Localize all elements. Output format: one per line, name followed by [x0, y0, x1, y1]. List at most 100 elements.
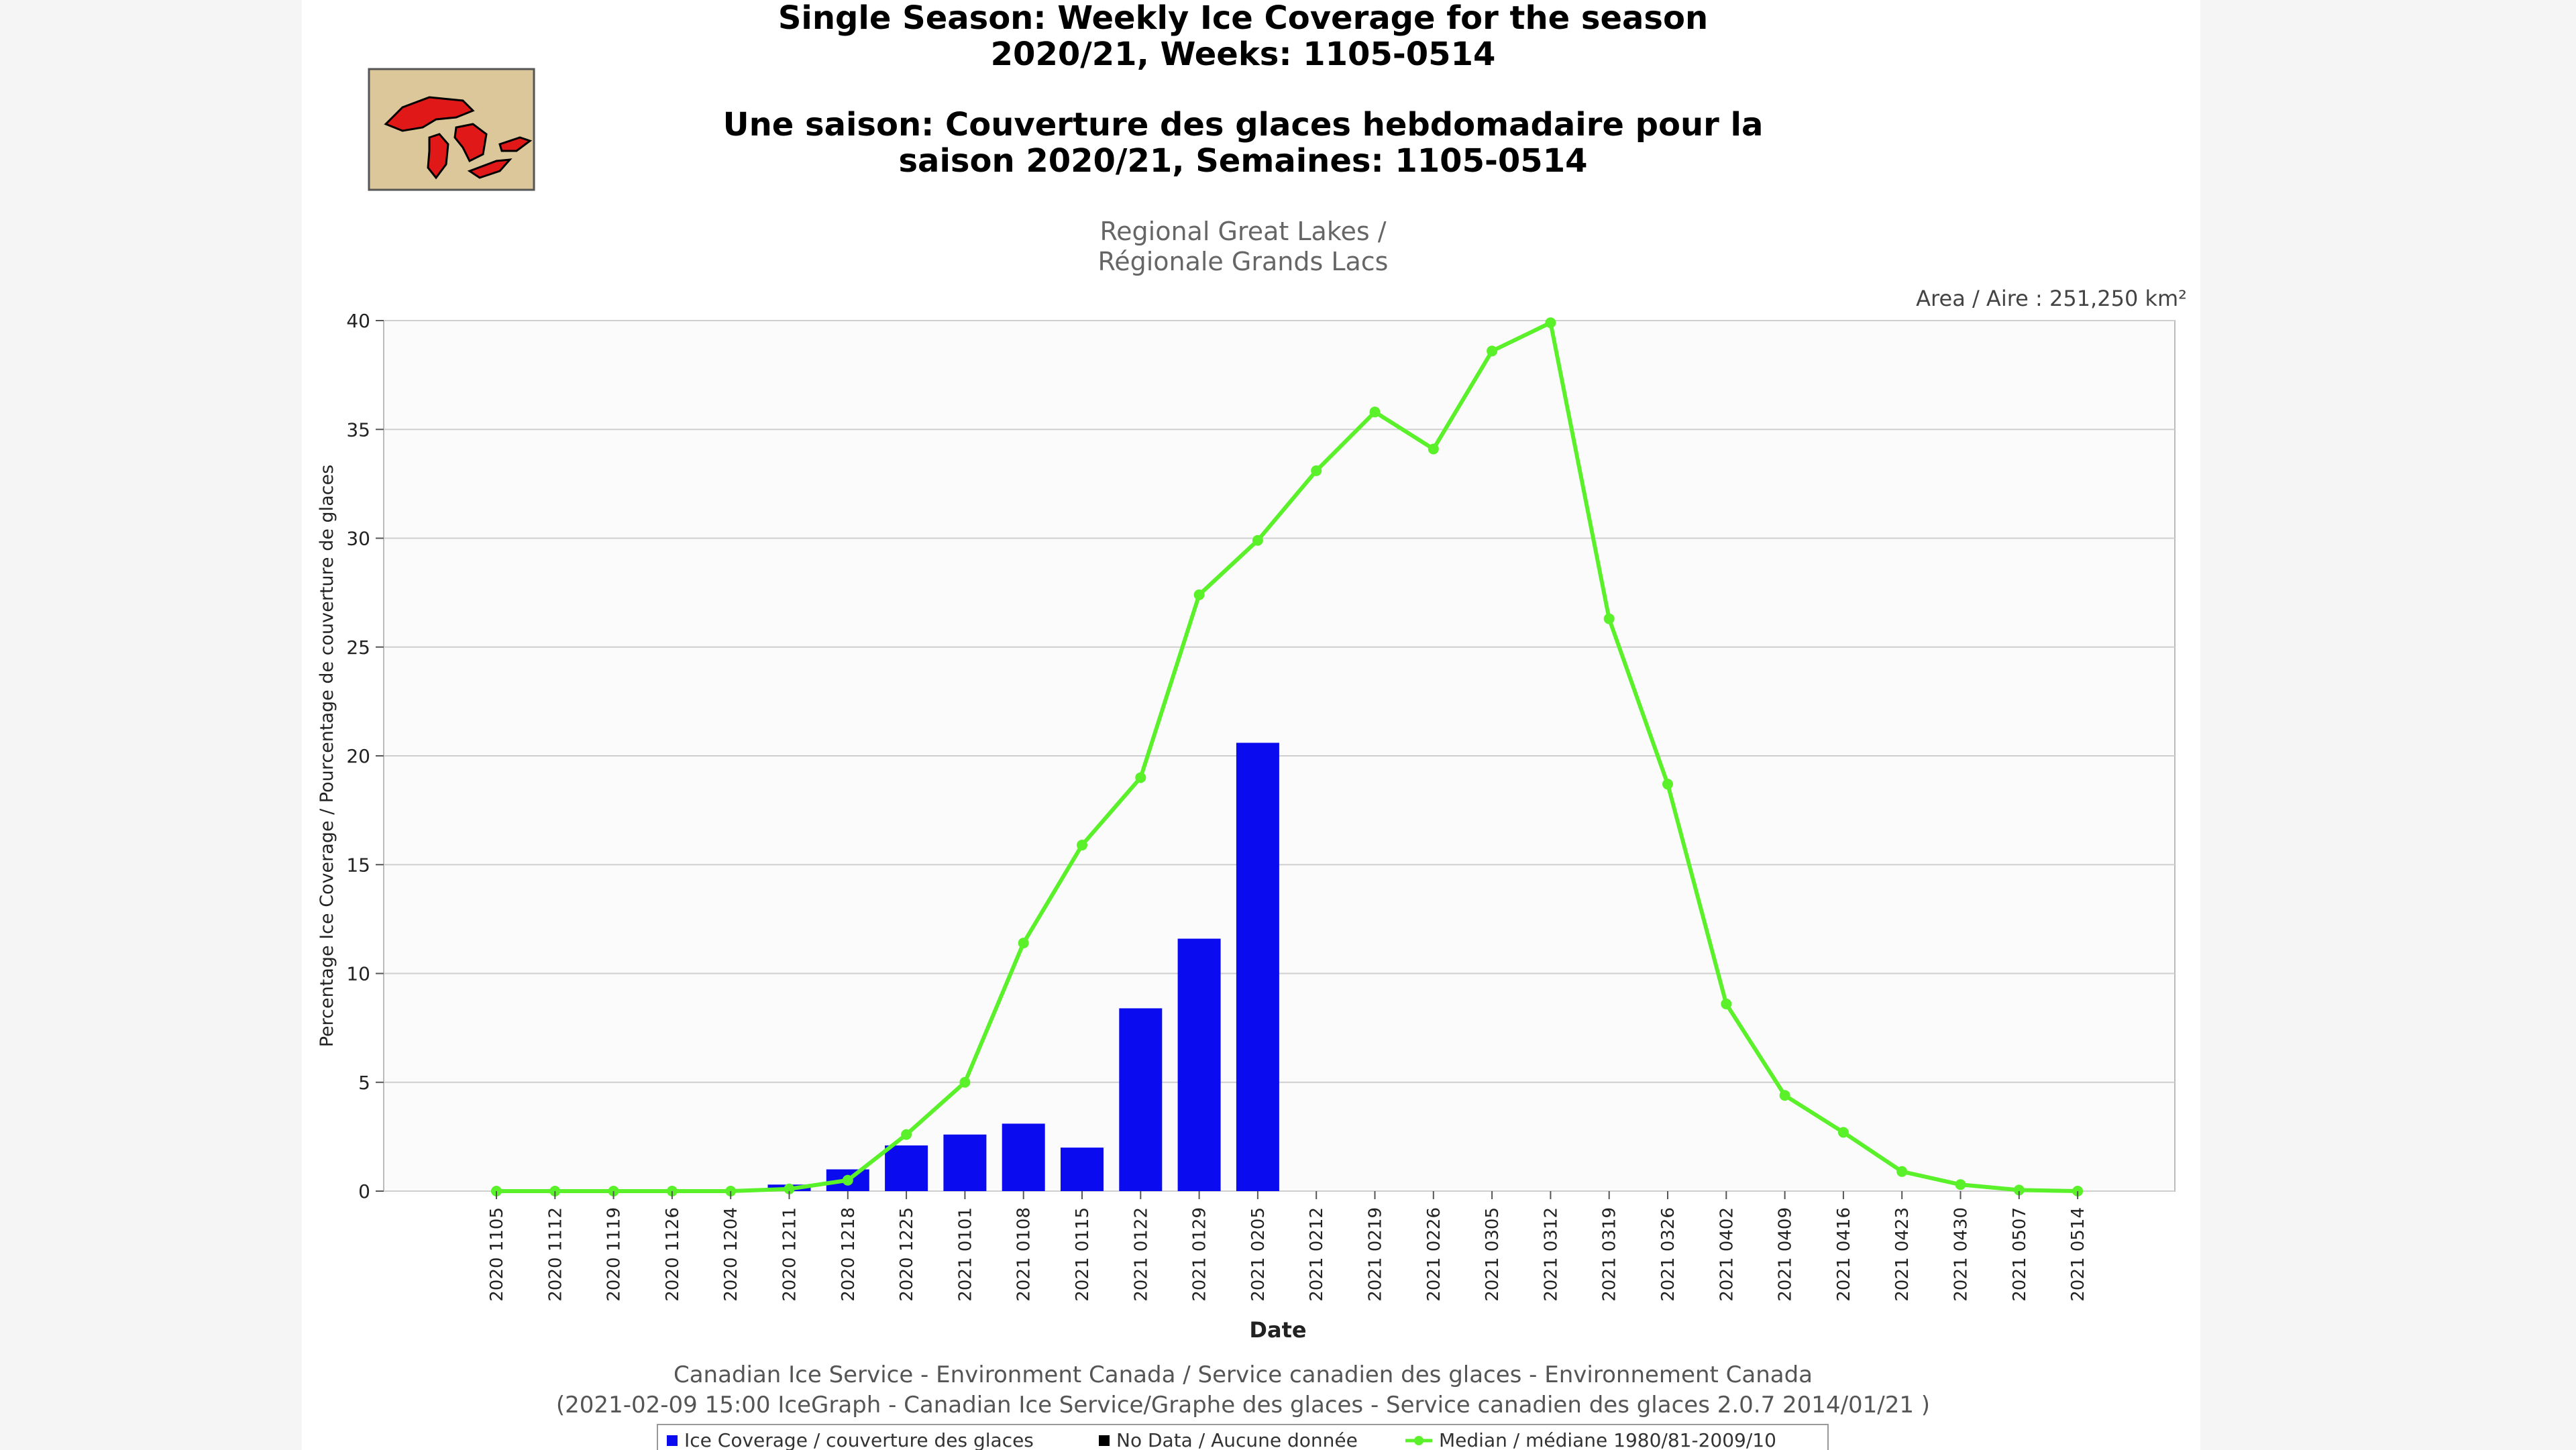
- area-label: Area / Aire : 251,250 km²: [1916, 286, 2187, 311]
- x-tick-label-2020-1225: 2020 1225: [897, 1207, 917, 1302]
- x-tick-label-2021-0205: 2021 0205: [1248, 1207, 1269, 1302]
- y-tick-label-40: 40: [346, 310, 370, 332]
- median-point-2021-0226: [1428, 443, 1439, 455]
- x-tick-label-2021-0115: 2021 0115: [1073, 1207, 1093, 1302]
- bar-2021-0122: [1119, 1008, 1163, 1191]
- title-en-line2: 2020/21, Weeks: 1105-0514: [991, 36, 1496, 73]
- credit-line1: Canadian Ice Service - Environment Canad…: [674, 1361, 1813, 1388]
- median-point-2021-0219: [1369, 406, 1381, 418]
- x-tick-label-2021-0402: 2021 0402: [1717, 1207, 1737, 1302]
- median-point-2021-0319: [1603, 613, 1615, 624]
- median-point-2021-0122: [1135, 772, 1146, 783]
- median-point-2021-0305: [1487, 345, 1498, 357]
- x-tick-label-2021-0312: 2021 0312: [1541, 1207, 1561, 1302]
- legend-no-data-label: No Data / Aucune donnée: [1116, 1429, 1358, 1450]
- y-tick-label-15: 15: [346, 854, 370, 876]
- x-tick-label-2020-1204: 2020 1204: [721, 1207, 741, 1302]
- median-point-2021-0402: [1721, 998, 1732, 1009]
- legend-median-dot: [1414, 1436, 1424, 1445]
- x-tick-label-2021-0212: 2021 0212: [1307, 1207, 1327, 1302]
- x-tick-label-2021-0101: 2021 0101: [955, 1207, 975, 1302]
- title-fr-line1: Une saison: Couverture des glaces hebdom…: [723, 106, 1764, 144]
- median-point-2021-0416: [1837, 1127, 1849, 1138]
- legend-median-label: Median / médiane 1980/81-2009/10: [1439, 1429, 1776, 1450]
- lake-huron-shape: [453, 123, 488, 163]
- y-axis-label: Percentage Ice Coverage / Pourcentage de…: [317, 465, 337, 1048]
- x-tick-label-2021-0430: 2021 0430: [1951, 1207, 1972, 1302]
- median-point-2021-0205: [1252, 535, 1263, 546]
- legend-ice-coverage-label: Ice Coverage / couverture des glaces: [684, 1429, 1034, 1450]
- median-point-2021-0326: [1662, 779, 1673, 790]
- legend-box: [657, 1424, 1829, 1450]
- x-tick-label-2021-0108: 2021 0108: [1014, 1207, 1034, 1302]
- y-tick-label-20: 20: [346, 745, 370, 767]
- median-point-2021-0430: [1955, 1179, 1966, 1190]
- bar-2021-0101: [943, 1134, 987, 1191]
- median-point-2021-0423: [1896, 1166, 1908, 1177]
- median-point-2021-0115: [1077, 840, 1087, 851]
- y-tick-label-10: 10: [346, 963, 370, 985]
- bar-2021-0129: [1177, 938, 1221, 1191]
- x-tick-label-2020-1119: 2020 1119: [604, 1207, 625, 1302]
- great-lakes-logo: [368, 68, 535, 191]
- bar-2021-0115: [1061, 1148, 1104, 1191]
- y-tick-label-25: 25: [346, 636, 370, 659]
- grid-lines: [384, 320, 2175, 1192]
- title-fr-line2: saison 2020/21, Semaines: 1105-0514: [898, 142, 1587, 180]
- median-point-2020-1225: [901, 1129, 912, 1140]
- x-tick-label-2020-1126: 2020 1126: [663, 1207, 683, 1302]
- median-point-2020-1218: [842, 1174, 853, 1186]
- lake-ontario-shape: [498, 136, 533, 152]
- x-axis-ticks: 2020 1105 2020 1112 2020 1119 2020 1126 2020…: [487, 1191, 2088, 1302]
- x-tick-label-2021-0507: 2021 0507: [2010, 1207, 2030, 1302]
- median-point-2021-0101: [959, 1076, 971, 1088]
- median-series: [491, 317, 2084, 1196]
- median-point-2021-0212: [1311, 465, 1322, 476]
- y-axis-ticks: 0 5 10 15 20 25 30 35 40: [346, 310, 384, 1203]
- legend: Ice Coverage / couverture des glaces No …: [657, 1424, 1829, 1450]
- region-line2: Régionale Grands Lacs: [1098, 247, 1389, 276]
- median-point-2020-1211: [784, 1183, 795, 1194]
- legend-no-data-marker: [1099, 1435, 1110, 1446]
- lake-erie-shape: [467, 158, 513, 179]
- bar-2020-1225: [885, 1145, 928, 1191]
- median-point-2021-0108: [1018, 938, 1029, 949]
- x-tick-label-2020-1218: 2020 1218: [839, 1207, 859, 1302]
- y-tick-label-5: 5: [358, 1072, 370, 1094]
- lake-superior-shape: [384, 96, 475, 132]
- x-tick-label-2021-0423: 2021 0423: [1892, 1207, 1913, 1302]
- x-tick-label-2021-0122: 2021 0122: [1131, 1207, 1151, 1302]
- x-tick-label-2020-1211: 2020 1211: [780, 1207, 800, 1302]
- lake-michigan-shape: [427, 133, 449, 180]
- median-point-2021-0507: [2013, 1184, 2025, 1196]
- median-line-path: [496, 321, 2078, 1193]
- x-tick-label-2021-0219: 2021 0219: [1366, 1207, 1386, 1302]
- x-tick-label-2021-0319: 2021 0319: [1600, 1207, 1620, 1302]
- bar-2021-0108: [1002, 1123, 1045, 1191]
- median-point-2021-0312: [1545, 317, 1556, 329]
- x-tick-label-2021-0305: 2021 0305: [1483, 1207, 1503, 1302]
- x-axis-label: Date: [1249, 1317, 1306, 1343]
- x-tick-label-2021-0416: 2021 0416: [1834, 1207, 1854, 1302]
- x-tick-label-2021-0326: 2021 0326: [1658, 1207, 1678, 1302]
- y-tick-label-0: 0: [358, 1180, 370, 1203]
- legend-ice-coverage-marker: [667, 1435, 678, 1446]
- bar-2021-0205: [1236, 742, 1279, 1191]
- median-point-2021-0129: [1193, 589, 1205, 600]
- x-tick-label-2021-0514: 2021 0514: [2068, 1207, 2088, 1302]
- title-en-line1: Single Season: Weekly Ice Coverage for t…: [778, 0, 1708, 37]
- ice-coverage-bars: [767, 742, 1279, 1191]
- region-line1: Regional Great Lakes /: [1099, 217, 1386, 246]
- x-tick-label-2021-0129: 2021 0129: [1190, 1207, 1210, 1302]
- credit-line2: (2021-02-09 15:00 IceGraph - Canadian Ic…: [556, 1392, 1930, 1418]
- x-tick-label-2021-0409: 2021 0409: [1776, 1207, 1796, 1302]
- x-tick-label-2020-1112: 2020 1112: [545, 1207, 566, 1302]
- median-point-2021-0409: [1779, 1090, 1790, 1101]
- x-tick-label-2021-0226: 2021 0226: [1424, 1207, 1444, 1302]
- y-tick-label-35: 35: [346, 419, 370, 441]
- x-tick-label-2020-1105: 2020 1105: [487, 1207, 507, 1302]
- y-tick-label-30: 30: [346, 528, 370, 550]
